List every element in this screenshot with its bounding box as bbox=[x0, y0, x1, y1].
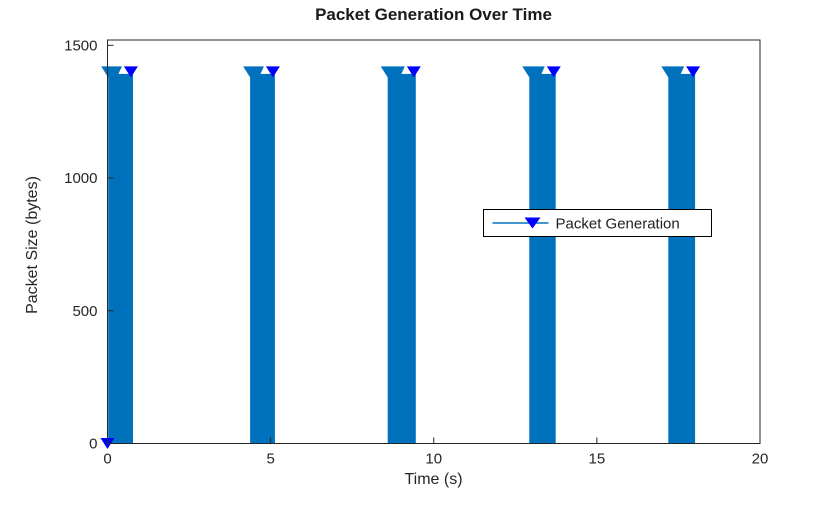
chart-title: Packet Generation Over Time bbox=[315, 5, 552, 24]
axes: 0 5 10 15 20 0 500 1000 1500 bbox=[64, 37, 768, 467]
stem-burst bbox=[668, 73, 696, 444]
stem-marker-cap bbox=[101, 66, 122, 78]
y-tick-label: 1500 bbox=[64, 37, 97, 54]
y-tick-label: 1000 bbox=[64, 170, 97, 187]
stem-burst bbox=[108, 73, 133, 444]
packet-marker-icon bbox=[546, 66, 561, 78]
stem-burst bbox=[529, 73, 556, 444]
x-tick-label: 5 bbox=[266, 451, 274, 468]
x-tick-label: 20 bbox=[752, 451, 769, 468]
packet-marker-icon bbox=[265, 66, 280, 78]
y-tick-label: 500 bbox=[72, 303, 97, 320]
x-tick-label: 15 bbox=[589, 451, 606, 468]
series-packet-generation bbox=[100, 66, 701, 449]
stem-marker-cap bbox=[380, 66, 405, 78]
legend: Packet Generation bbox=[483, 209, 712, 237]
legend-label: Packet Generation bbox=[556, 216, 680, 233]
packet-marker-icon bbox=[123, 66, 138, 78]
packet-marker-icon bbox=[406, 66, 421, 78]
stem-burst bbox=[250, 73, 275, 444]
legend-marker-icon bbox=[524, 217, 541, 229]
x-axis-label: Time (s) bbox=[404, 471, 463, 488]
stem-marker-cap bbox=[661, 66, 685, 78]
x-tick-label: 10 bbox=[425, 451, 442, 468]
packet-marker-icon bbox=[686, 66, 701, 78]
x-tick-label: 0 bbox=[103, 451, 111, 468]
stem-burst bbox=[387, 73, 416, 444]
stem-marker-cap bbox=[243, 66, 264, 78]
stem-marker-cap bbox=[522, 66, 545, 78]
y-tick-label: 0 bbox=[89, 436, 97, 453]
